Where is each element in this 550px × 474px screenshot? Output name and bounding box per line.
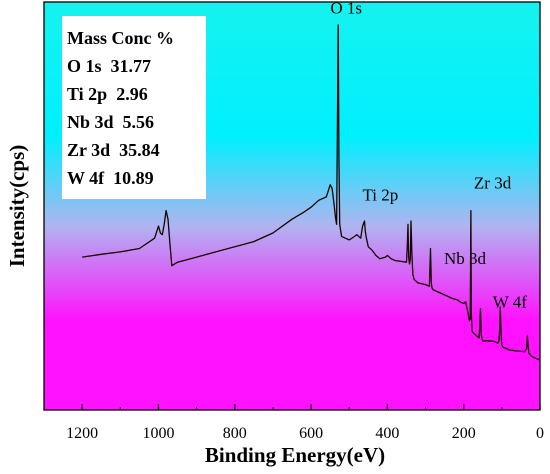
x-tick-label-1200: 1200: [66, 425, 98, 442]
legend-line-2: Ti 2p 2.96: [67, 84, 148, 104]
x-axis-tick-labels: 1200 1000 800 600 400 200 0: [66, 425, 544, 442]
legend-line-1: O 1s 31.77: [67, 56, 151, 76]
plot-frame: [43, 1, 541, 411]
xps-spectrum-line: [82, 24, 541, 361]
legend-line-0: Mass Conc %: [67, 28, 174, 48]
x-tick-label-800: 800: [223, 425, 247, 442]
x-tick-label-600: 600: [299, 425, 323, 442]
legend-line-5: W 4f 10.89: [67, 168, 154, 188]
mass-concentration-box: Mass Conc % O 1s 31.77 Ti 2p 2.96 Nb 3d 5.5…: [62, 16, 206, 199]
x-tick-label-400: 400: [375, 425, 399, 442]
x-tick-label-200: 200: [452, 425, 476, 442]
legend-line-4: Zr 3d 35.84: [67, 140, 160, 160]
legend-line-3: Nb 3d 5.56: [67, 112, 154, 132]
peak-label-zr-3d: Zr 3d: [474, 173, 512, 192]
legend-box-background: [62, 16, 206, 199]
x-tick-label-1000: 1000: [142, 425, 174, 442]
y-axis-title: Intensity(cps): [5, 145, 29, 268]
peak-label-w-4f: W 4f: [493, 292, 527, 311]
peak-label-o-1s: O 1s: [330, 0, 362, 17]
peak-label-ti-2p: Ti 2p: [363, 186, 399, 205]
x-axis-title: Binding Energy(eV): [205, 443, 385, 467]
x-tick-label-0: 0: [536, 425, 544, 442]
peak-labels: O 1s Ti 2p Zr 3d Nb 3d W 4f: [330, 0, 527, 311]
peak-label-nb-3d: Nb 3d: [444, 249, 487, 268]
